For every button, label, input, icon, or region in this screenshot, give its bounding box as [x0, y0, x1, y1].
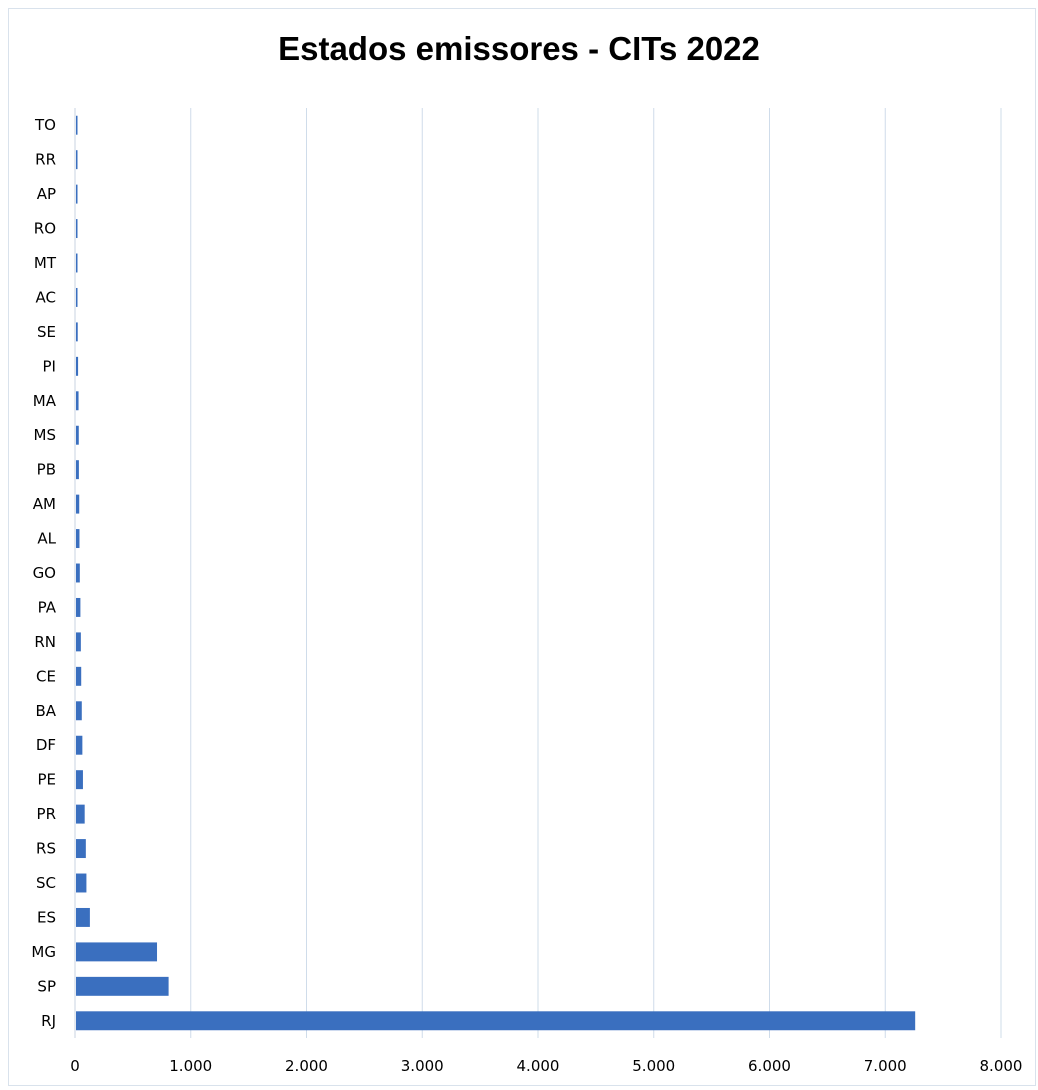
bar-se	[76, 322, 78, 342]
x-tick-label: 4.000	[517, 1057, 560, 1075]
bar-rs	[76, 839, 86, 859]
category-label-ce: CE	[36, 667, 56, 685]
x-tick-labels: 0 1.000 2.000 3.000 4.000 5.000 6.000 7.000 8.00…	[70, 1057, 1022, 1075]
gridlines	[74, 108, 1002, 1038]
bar-pi	[76, 356, 79, 376]
category-label-mt: MT	[34, 254, 57, 272]
bar-es	[76, 907, 90, 927]
bar-ma	[76, 391, 79, 411]
bar-pe	[76, 770, 83, 790]
bar-df	[76, 735, 83, 755]
category-label-sc: SC	[36, 874, 56, 892]
category-label-ac: AC	[36, 288, 56, 306]
category-label-pe: PE	[37, 771, 56, 789]
bar-am	[76, 494, 80, 514]
category-label-pb: PB	[37, 461, 56, 479]
bar-rj	[76, 1011, 916, 1031]
category-label-ma: MA	[33, 392, 57, 410]
category-label-al: AL	[37, 530, 56, 548]
bar-ap	[76, 184, 78, 204]
category-label-rr: RR	[35, 151, 56, 169]
category-label-mg: MG	[31, 943, 56, 961]
category-label-to: TO	[34, 116, 56, 134]
x-tick-label: 2.000	[285, 1057, 328, 1075]
bar-ac	[76, 287, 78, 307]
category-label-ap: AP	[37, 185, 56, 203]
category-label-rs: RS	[36, 840, 56, 858]
chart-title: Estados emissores - CITs 2022	[278, 30, 760, 67]
bar-mg	[76, 942, 158, 962]
x-tick-label: 7.000	[864, 1057, 907, 1075]
bar-pa	[76, 597, 81, 617]
category-label-ro: RO	[34, 220, 56, 238]
bar-ms	[76, 425, 79, 445]
chart-frame	[8, 8, 1036, 1086]
category-label-ms: MS	[34, 426, 56, 444]
bar-ro	[76, 219, 78, 239]
category-label-rj: RJ	[41, 1012, 56, 1030]
category-label-es: ES	[37, 908, 56, 926]
bar-sp	[76, 976, 169, 996]
category-label-se: SE	[37, 323, 56, 341]
category-label-pi: PI	[43, 357, 56, 375]
bar-rr	[76, 150, 78, 170]
category-label-am: AM	[33, 495, 56, 513]
bar-pb	[76, 460, 79, 480]
bar-to	[76, 115, 78, 135]
bar-rn	[76, 632, 81, 652]
category-label-rn: RN	[34, 633, 56, 651]
x-tick-label: 6.000	[748, 1057, 791, 1075]
x-tick-label: 5.000	[632, 1057, 675, 1075]
category-label-pa: PA	[38, 598, 57, 616]
bars	[76, 115, 916, 1031]
bar-mt	[76, 253, 78, 273]
category-label-sp: SP	[37, 977, 56, 995]
category-label-pr: PR	[37, 805, 56, 823]
category-label-df: DF	[36, 736, 56, 754]
category-labels: RJ SP MG ES SC RS PR PE DF BA CE RN PA GO AL AM PB MS MA PI…	[31, 116, 56, 1030]
bar-pr	[76, 804, 85, 824]
category-label-go: GO	[33, 564, 56, 582]
x-tick-label: 8.000	[980, 1057, 1023, 1075]
bar-go	[76, 563, 80, 583]
x-tick-label: 1.000	[169, 1057, 212, 1075]
category-label-ba: BA	[35, 702, 56, 720]
bar-ba	[76, 701, 82, 721]
x-tick-label: 0	[70, 1057, 80, 1075]
bar-al	[76, 529, 80, 549]
bar-ce	[76, 666, 82, 686]
x-tick-label: 3.000	[401, 1057, 444, 1075]
bar-sc	[76, 873, 87, 893]
